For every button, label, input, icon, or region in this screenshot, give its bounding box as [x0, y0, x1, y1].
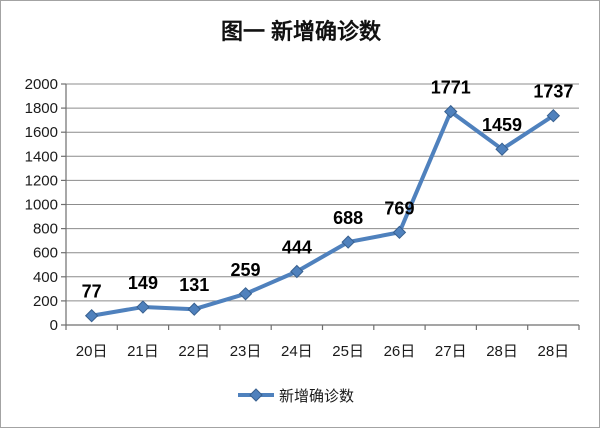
data-point-marker: [238, 287, 253, 301]
data-value-label: 688: [333, 208, 363, 228]
legend-diamond-marker-icon: [249, 388, 263, 402]
y-tick-label: 1800: [25, 100, 58, 117]
data-value-label: 1737: [533, 82, 573, 102]
y-tick-label: 1000: [25, 197, 58, 214]
data-value-label: 1459: [482, 115, 522, 135]
y-tick-label: 1400: [25, 148, 58, 165]
series-line: [89, 109, 556, 318]
x-tick-label: 26日: [384, 343, 416, 360]
y-tick-label: 400: [33, 269, 58, 286]
y-tick-label: 2000: [25, 76, 58, 93]
y-axis-tick-labels: 0 200 400 600 800 1000 1200 1400 1600 1800 2000: [25, 76, 58, 334]
y-tick-label: 800: [33, 221, 58, 238]
x-tick-label: 25日: [332, 343, 364, 360]
chart-title: 图一 新增确诊数: [221, 19, 382, 44]
y-tick-label: 200: [33, 293, 58, 310]
data-point-marker: [546, 108, 561, 123]
legend: 新增确诊数: [238, 388, 354, 405]
data-point-marker: [290, 264, 304, 279]
data-point-marker: [444, 104, 458, 119]
axes: [61, 83, 580, 330]
y-tick-label: 1200: [25, 172, 58, 189]
data-value-label: 769: [384, 198, 414, 218]
x-tick-label: 28日: [538, 343, 570, 360]
x-tick-label: 21日: [127, 343, 159, 360]
data-point-marker: [136, 300, 150, 314]
y-tick-label: 0: [50, 317, 58, 334]
x-tick-label: 22日: [178, 343, 210, 360]
data-point-marker: [84, 309, 99, 323]
y-tick-label: 600: [33, 245, 58, 262]
data-value-label: 77: [82, 282, 102, 302]
data-value-label: 1771: [431, 78, 471, 98]
x-tick-label: 27日: [435, 343, 467, 360]
data-labels: 77 149 131 259 444 688 769 1771 1459 1737: [82, 78, 574, 302]
x-axis-tick-labels: 20日 21日 22日 23日 24日 25日 26日 27日 28日 28日: [76, 343, 569, 360]
gridlines: [66, 83, 579, 302]
x-tick-label: 23日: [230, 343, 262, 360]
data-value-label: 149: [128, 273, 158, 293]
data-series: [84, 104, 561, 323]
x-tick-label: 28日: [486, 343, 518, 360]
data-point-marker: [187, 302, 201, 316]
data-value-label: 259: [231, 260, 261, 280]
legend-series-label: 新增确诊数: [279, 388, 354, 405]
y-tick-label: 1600: [25, 124, 58, 141]
x-tick-label: 24日: [281, 343, 313, 360]
data-value-label: 131: [179, 275, 209, 295]
data-point-marker: [495, 142, 509, 156]
data-value-label: 444: [282, 237, 312, 257]
data-point-marker: [392, 225, 407, 240]
x-tick-label: 20日: [76, 343, 108, 360]
data-point-marker: [341, 235, 355, 249]
